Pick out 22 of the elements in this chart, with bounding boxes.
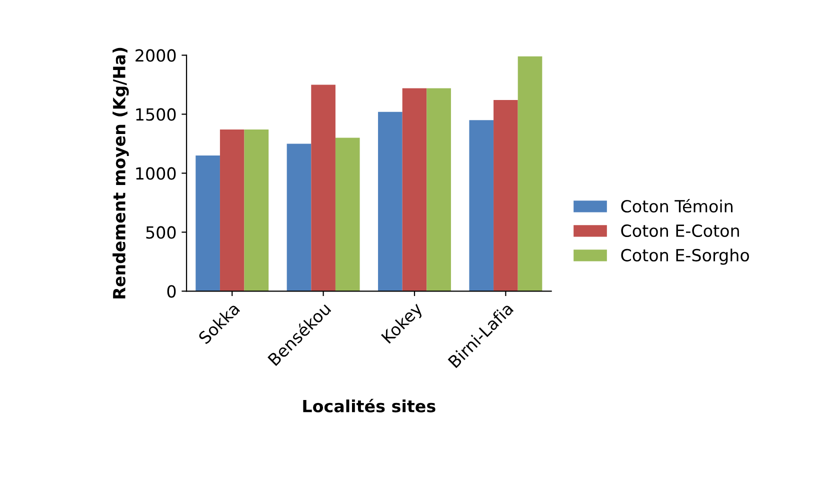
bar <box>469 120 494 292</box>
bar <box>286 144 312 292</box>
legend-label: Coton Témoin <box>621 198 732 213</box>
y-tick-label: 2000 <box>136 49 176 62</box>
bar <box>426 88 451 292</box>
bar <box>378 112 402 292</box>
bar <box>311 84 336 292</box>
bar <box>494 100 518 292</box>
y-tick-label: 0 <box>167 285 176 298</box>
y-tick-label: 1000 <box>136 167 176 180</box>
legend-label: Coton E-Coton <box>621 224 739 238</box>
bar <box>244 130 269 292</box>
legend-label: Coton E-Sorgho <box>621 248 749 265</box>
x-axis-title: Localités sites <box>303 398 436 412</box>
y-tick-label: 1500 <box>136 108 176 121</box>
bar <box>220 130 244 292</box>
bar <box>518 56 542 292</box>
y-axis-title: Rendement moyen (Kg/Ha) <box>112 48 129 298</box>
y-tick-label: 500 <box>146 226 176 239</box>
bar <box>335 138 360 292</box>
bar <box>196 155 220 292</box>
bar <box>402 88 427 292</box>
